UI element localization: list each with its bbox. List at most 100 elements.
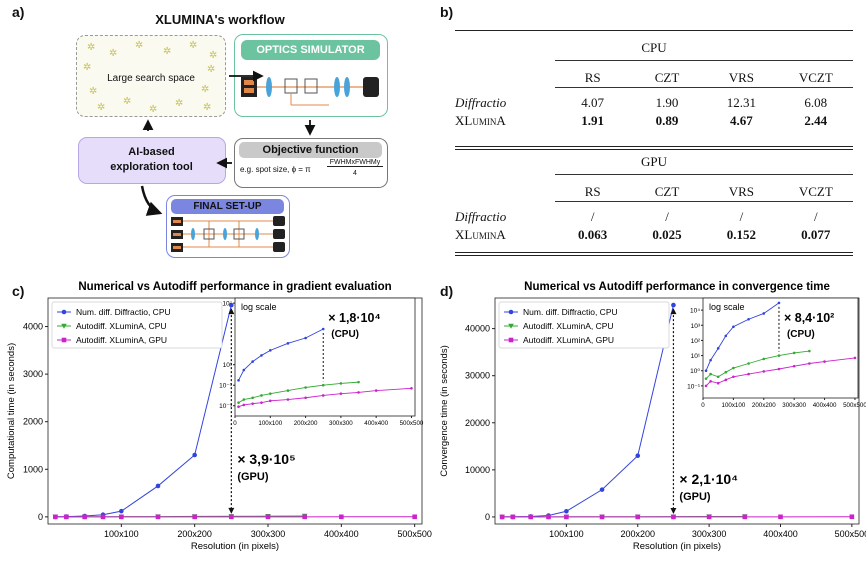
table-cell: 0.89 <box>655 113 679 128</box>
data-point <box>229 302 234 308</box>
inset-data-point <box>704 377 708 380</box>
data-point <box>100 514 106 520</box>
table-cell: 0.025 <box>652 227 682 242</box>
data-point <box>778 514 783 520</box>
legend-box <box>51 301 223 349</box>
inset-series-line <box>705 302 780 371</box>
data-point <box>192 452 197 458</box>
arrow-ai-to-final <box>140 185 163 216</box>
data-point <box>849 514 855 520</box>
panel-label-c: c) <box>12 283 25 299</box>
table-cell: 4.67 <box>730 113 753 128</box>
data-point <box>61 323 67 329</box>
objective-denominator: 4 <box>353 170 357 177</box>
x-tick-label: 100x100 <box>549 529 584 539</box>
inset-data-point <box>777 354 781 357</box>
inset-label: log scale <box>709 302 745 312</box>
inset-annotation-factor: × 8,4·10² <box>784 311 834 325</box>
inset-data-point <box>704 369 708 373</box>
optical-setup-icon <box>241 77 379 106</box>
panel-label-b: b) <box>440 4 454 20</box>
inset-x-tick-label: 100x100 <box>722 402 746 409</box>
inset-data-point <box>321 327 325 331</box>
x-tick-label: 200x200 <box>620 529 655 539</box>
y-axis-label: Computational time (in seconds) <box>6 343 17 479</box>
data-point <box>635 453 641 459</box>
table-row: XLuminA 1.91 0.89 4.67 2.44 <box>455 112 853 130</box>
y-tick-label: 20000 <box>465 418 490 428</box>
inset-x-tick-label: 0 <box>701 402 705 409</box>
y-tick-label: 30000 <box>465 371 490 381</box>
row-label: Diffractio <box>455 209 507 224</box>
table-cell: 12.31 <box>726 95 757 110</box>
svg-text:✲: ✲ <box>83 62 91 73</box>
inset-data-point <box>286 342 290 345</box>
y-tick-label: 0 <box>38 512 43 522</box>
annotation-arrowhead <box>228 507 235 514</box>
inset-data-point <box>237 401 240 404</box>
final-setup-label: FINAL SET-UP <box>171 199 284 214</box>
inset-y-tick-label: 10⁻¹ <box>687 383 701 390</box>
data-point <box>302 514 307 520</box>
y-tick-label: 3000 <box>23 369 43 379</box>
inset-data-point <box>732 375 735 379</box>
data-point <box>53 514 58 520</box>
legend-label: Autodiff. XLuminA, GPU <box>523 335 614 345</box>
inset-data-point <box>716 375 720 379</box>
legend-box <box>498 301 670 349</box>
table-row: Diffractio 4.07 1.90 12.31 6.08 <box>455 94 853 112</box>
inset-data-point <box>709 372 712 376</box>
inset-x-tick-label: 100x100 <box>258 420 282 427</box>
data-point <box>265 514 271 520</box>
inset-annotation-sub: (CPU) <box>787 329 815 340</box>
inset-data-point <box>777 301 781 305</box>
inset-data-point <box>762 357 766 361</box>
data-point <box>155 514 161 520</box>
objective-formula-prefix: e.g. spot size, ϕ = π <box>240 165 311 174</box>
x-tick-label: 500x500 <box>397 529 432 539</box>
inset-data-point <box>268 349 272 352</box>
table-cell: 1.90 <box>655 95 679 110</box>
col-header: RS <box>584 70 601 85</box>
inset-label: log scale <box>241 302 277 312</box>
inset-data-point <box>704 384 708 388</box>
svg-text:✲: ✲ <box>163 46 171 57</box>
inset-annotation-sub: (CPU) <box>331 329 359 340</box>
table-cell: 0.152 <box>726 227 757 242</box>
inset-data-point <box>747 362 750 365</box>
inset-data-point <box>242 368 246 372</box>
x-tick-label: 400x400 <box>324 529 359 539</box>
inset-data-point <box>732 366 735 370</box>
inset-data-point <box>747 317 750 321</box>
legend-label: Autodiff. XLuminA, CPU <box>76 321 167 331</box>
inset-x-tick-label: 300x300 <box>782 402 806 409</box>
cpu-section-title: CPU <box>641 40 667 55</box>
data-point <box>61 309 67 315</box>
data-point <box>508 337 514 343</box>
inset-x-tick-label: 400x400 <box>364 420 388 427</box>
x-axis-label: Resolution (in pixels) <box>633 541 721 552</box>
inset-data-point <box>251 396 254 400</box>
data-point <box>508 323 514 329</box>
inset-annotation-factor: × 1,8·10⁴ <box>328 311 380 325</box>
inset-data-point <box>823 360 826 363</box>
objective-function-box: Objective function e.g. spot size, ϕ = π… <box>234 138 388 188</box>
inset-data-point <box>251 402 254 405</box>
svg-text:✲: ✲ <box>149 104 157 115</box>
cpu-header-row: RS CZT VRS VCZT <box>455 69 853 87</box>
svg-text:✲: ✲ <box>135 40 143 51</box>
inset-data-point <box>762 312 766 315</box>
row-label: XLuminA <box>455 113 506 128</box>
inset-data-point <box>339 382 343 385</box>
inset-data-point <box>410 387 413 390</box>
data-point <box>229 514 234 520</box>
stars-icon: ✲✲✲✲✲✲ ✲ ✲ ✲ ✲ ✲✲✲✲ ✲ <box>83 40 217 115</box>
col-header: VCZT <box>798 184 833 199</box>
row-label: Diffractio <box>455 95 507 110</box>
svg-text:✲: ✲ <box>201 84 209 95</box>
svg-text:✲: ✲ <box>97 102 105 113</box>
data-point <box>599 514 605 520</box>
col-header: CZT <box>654 70 680 85</box>
table-cell: / <box>813 209 818 224</box>
svg-text:✲: ✲ <box>207 64 215 75</box>
